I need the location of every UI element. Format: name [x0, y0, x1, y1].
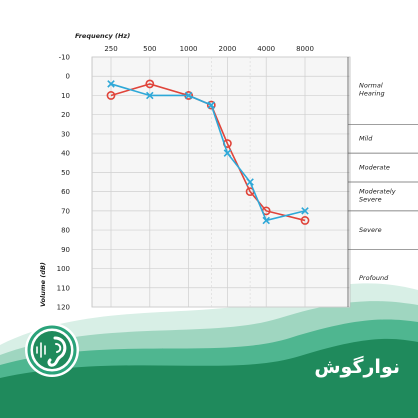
data-point-x-stroke [223, 149, 232, 157]
data-point-x [262, 216, 270, 225]
data-point-x [207, 101, 216, 109]
ear-soundwave-icon [36, 336, 67, 367]
plot-area [91, 56, 351, 308]
hearing-band-label-2: Severe [359, 195, 382, 203]
x-tick-label: 500 [143, 45, 156, 53]
brand-name: نوارگوش [314, 356, 400, 378]
hearing-band-label: Profound [359, 274, 389, 282]
y-tick-label: 10 [61, 92, 70, 100]
data-point-x-stroke [246, 178, 254, 186]
data-point-x-stroke [207, 101, 216, 109]
y-tick-label: 0 [66, 73, 70, 81]
y-tick-label: 80 [61, 227, 70, 235]
x-axis-title: Frequency (Hz) [75, 32, 130, 40]
y-axis-title: Volume (dB) [39, 262, 47, 307]
hearing-band-label: Severe [359, 226, 382, 234]
y-tick-label: 70 [61, 207, 70, 215]
x-tick-label: 2000 [218, 45, 236, 53]
y-tick-label: 120 [57, 304, 70, 312]
y-tick-label: 20 [61, 111, 70, 119]
y-tick-label: 50 [61, 169, 70, 177]
data-point-x-stroke [146, 91, 154, 100]
x-tick-label: 1000 [180, 45, 198, 53]
data-point-x-stroke [107, 80, 115, 88]
data-point-x-stroke [301, 207, 309, 215]
y-tick-label: -10 [59, 54, 70, 62]
y-tick-label: 60 [61, 188, 70, 196]
data-point-x-stroke [262, 216, 270, 225]
data-point-x [223, 149, 232, 157]
data-point-circle [300, 216, 310, 225]
y-tick-label: 100 [57, 265, 70, 273]
y-tick-label: 40 [61, 150, 70, 158]
hearing-band-label: Normal [359, 82, 383, 90]
y-tick-label: 30 [61, 130, 70, 138]
data-point-x-stroke [184, 91, 193, 100]
data-point-x [246, 178, 254, 186]
data-point-x [146, 91, 154, 100]
x-tick-label: 8000 [296, 45, 314, 53]
data-point-circle [206, 100, 216, 110]
data-point-x [184, 91, 193, 100]
wave-background [0, 283, 418, 418]
hearing-band-label: Mild [359, 135, 373, 143]
hearing-band-label-2: Hearing [359, 90, 385, 98]
x-tick-label: 250 [104, 45, 117, 53]
data-point-circle [145, 79, 155, 89]
hearing-band-label: Moderate [359, 164, 390, 172]
audiogram-chart: -10 0 10 20 30 40 50 60 70 80 90 100 110 120 250 500 100… [39, 32, 418, 312]
data-point-x [107, 80, 115, 88]
data-point-circle [106, 91, 116, 100]
data-point-x [301, 207, 309, 215]
hearing-band-label: Moderately [359, 187, 396, 195]
y-tick-label: 110 [57, 284, 70, 292]
brand-logo [25, 323, 79, 377]
series-line-1 [110, 83, 306, 222]
x-tick-label: 4000 [257, 45, 275, 53]
y-tick-label: 90 [61, 246, 70, 254]
